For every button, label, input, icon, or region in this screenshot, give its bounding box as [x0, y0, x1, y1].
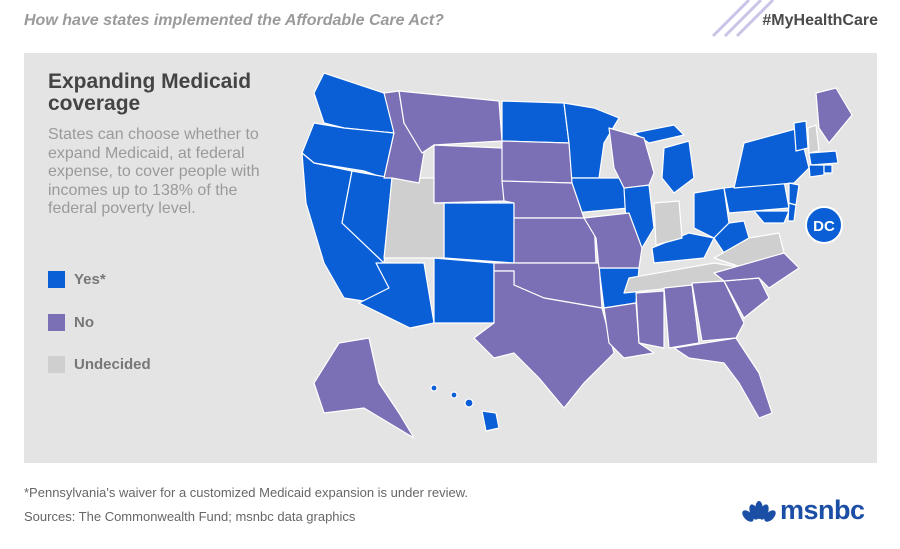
state-md	[753, 210, 790, 224]
state-de	[787, 202, 797, 222]
legend-label-undecided: Undecided	[74, 356, 151, 373]
us-map: DC	[301, 72, 853, 439]
state-hi-3	[464, 398, 474, 408]
state-nd	[501, 100, 570, 144]
legend-swatch-no	[48, 314, 65, 331]
state-nj	[788, 182, 800, 206]
sources: Sources: The Commonwealth Fund; msnbc da…	[24, 509, 356, 524]
state-ky	[651, 232, 715, 264]
brand-logo: msnbc	[780, 495, 865, 525]
state-ks	[513, 217, 597, 264]
peacock-icon	[742, 501, 776, 522]
state-ga	[691, 280, 745, 342]
state-hi-1	[430, 384, 438, 392]
state-nm	[433, 257, 495, 324]
dc-marker	[805, 206, 843, 244]
state-wi	[608, 127, 655, 189]
state-ri	[823, 164, 833, 174]
legend-swatch-undecided	[48, 356, 65, 373]
state-az	[358, 262, 435, 329]
header-title: How have states implemented the Affordab…	[24, 12, 444, 29]
state-nh	[807, 124, 820, 154]
map-panel: Expanding Medicaid coverage States can c…	[24, 53, 877, 463]
state-wv	[713, 220, 750, 254]
state-mo	[583, 212, 643, 269]
state-ma	[808, 150, 839, 166]
state-fl	[673, 337, 773, 419]
legend-label-yes: Yes*	[74, 271, 106, 288]
state-vt	[793, 120, 809, 152]
state-tx	[473, 270, 615, 409]
state-ct	[808, 164, 825, 178]
state-ms	[635, 290, 665, 349]
state-nc	[713, 252, 800, 289]
state-co	[443, 202, 515, 264]
decorative-stripes	[711, 0, 775, 38]
legend-swatch-yes	[48, 271, 65, 288]
state-in	[653, 200, 683, 246]
state-hi-2	[450, 391, 458, 399]
state-al	[663, 284, 700, 349]
state-me	[815, 87, 853, 144]
dc-label: DC	[813, 218, 835, 235]
state-wy	[433, 144, 505, 204]
state-hi-4	[481, 410, 500, 432]
legend-label-no: No	[74, 314, 94, 331]
hashtag: #MyHealthCare	[762, 12, 878, 29]
panel-description: States can choose whether to expand Medi…	[48, 126, 260, 217]
state-ne	[501, 180, 585, 219]
state-ak	[313, 337, 415, 439]
state-mi	[661, 140, 695, 194]
panel-headline: Expanding Medicaid coverage	[48, 70, 252, 115]
footnote: *Pennsylvania's waiver for a customized …	[24, 485, 468, 500]
state-sd	[501, 140, 573, 184]
state-wa	[313, 72, 397, 134]
state-ny	[733, 127, 810, 189]
